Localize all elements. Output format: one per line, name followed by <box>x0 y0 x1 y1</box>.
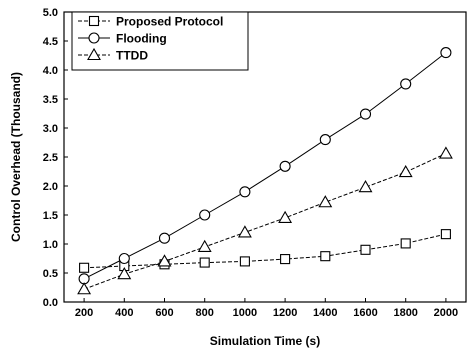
y-tick-label: 1.5 <box>43 210 58 222</box>
series-ttdd <box>77 146 453 295</box>
data-point-flooding <box>158 232 171 244</box>
y-tick-label: 2.5 <box>43 152 58 164</box>
data-point-flooding <box>400 78 412 90</box>
data-point-proposed-protocol <box>280 254 291 265</box>
data-point-proposed-protocol <box>239 256 250 267</box>
data-point-proposed-protocol <box>199 257 210 268</box>
legend-box <box>71 11 249 71</box>
y-tick-label: 5.0 <box>43 7 58 19</box>
x-tick-label: 600 <box>155 307 173 319</box>
data-point-flooding <box>279 160 291 172</box>
data-point-ttdd <box>157 254 172 267</box>
data-point-ttdd <box>398 164 413 178</box>
y-tick-label: 4.0 <box>43 65 58 77</box>
x-tick-label: 1800 <box>393 307 417 319</box>
legend-marker <box>87 47 101 61</box>
legend-marker <box>88 15 100 27</box>
data-point-ttdd <box>117 267 132 280</box>
legend-marker <box>88 32 100 44</box>
data-point-ttdd <box>197 239 212 252</box>
x-tick-label: 2000 <box>434 307 458 319</box>
legend-label: Proposed Protocol <box>116 15 223 29</box>
legend-item-ttdd: TTDD <box>78 47 148 63</box>
data-point-flooding <box>118 252 130 265</box>
data-point-ttdd <box>318 195 333 208</box>
data-point-flooding <box>359 108 372 120</box>
data-point-proposed-protocol <box>79 262 90 273</box>
series-proposed-protocol <box>79 229 451 273</box>
y-tick-label: 3.0 <box>43 123 58 135</box>
x-tick-label: 1600 <box>353 307 377 319</box>
series-layer <box>77 47 453 295</box>
legend: Proposed Protocol Flooding TTDD <box>71 11 249 71</box>
data-point-proposed-protocol <box>400 238 411 249</box>
data-point-ttdd <box>237 225 252 238</box>
legend-label: Flooding <box>116 32 167 46</box>
y-tick-label: 3.5 <box>43 94 58 106</box>
legend-label: TTDD <box>116 49 148 63</box>
data-point-proposed-protocol <box>360 244 371 255</box>
x-tick-label: 1400 <box>313 307 337 319</box>
y-tick-label: 4.5 <box>43 36 58 48</box>
legend-item-flooding: Flooding <box>78 32 167 46</box>
x-tick-label: 400 <box>115 307 133 319</box>
series-flooding <box>78 47 452 285</box>
data-point-ttdd <box>438 146 453 159</box>
series-line-ttdd <box>83 153 447 290</box>
data-point-proposed-protocol <box>440 229 451 240</box>
x-tick-label: 1000 <box>233 307 257 319</box>
axis-ticks: 200 400 600 800 1000 1200 1400 1600 1800 2000 0.0 0… <box>43 7 458 319</box>
data-point-proposed-protocol <box>320 251 331 262</box>
y-tick-label: 2.0 <box>43 181 58 193</box>
x-tick-label: 800 <box>196 307 214 319</box>
series-line-flooding <box>83 52 447 280</box>
data-point-ttdd <box>358 180 373 193</box>
x-tick-label: 1200 <box>273 307 297 319</box>
data-point-flooding <box>440 47 452 59</box>
legend-item-proposed-protocol: Proposed Protocol <box>78 15 223 29</box>
data-point-ttdd <box>77 282 92 295</box>
data-point-flooding <box>239 186 251 198</box>
y-tick-label: 0.0 <box>43 297 58 309</box>
y-axis-title: Control Overhead (Thousand) <box>9 72 23 242</box>
data-point-flooding <box>319 134 331 146</box>
data-point-flooding <box>199 209 211 221</box>
x-tick-label: 200 <box>75 307 93 319</box>
data-point-ttdd <box>278 210 293 223</box>
x-axis-title: Simulation Time (s) <box>210 334 320 348</box>
y-tick-label: 0.5 <box>43 268 58 280</box>
y-tick-label: 1.0 <box>43 239 58 251</box>
series-line-proposed-protocol <box>84 233 447 269</box>
